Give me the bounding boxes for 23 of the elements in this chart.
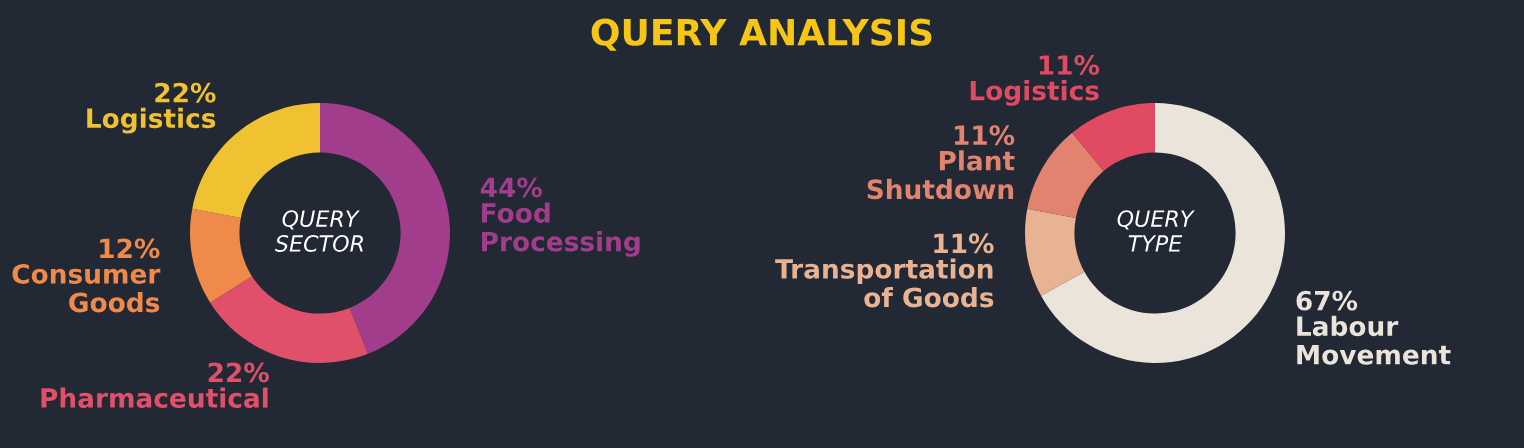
data-label: 44% bbox=[480, 177, 542, 198]
slice-label: Plant Shutdown bbox=[867, 150, 1015, 200]
donut-slice bbox=[1025, 208, 1085, 296]
text: QUERY ANALYSIS bbox=[591, 18, 932, 51]
donut-slice bbox=[210, 276, 368, 363]
data-label: 11% bbox=[934, 233, 994, 254]
data-label: 11% bbox=[1039, 55, 1100, 75]
slice-label: Consumer Goods bbox=[12, 263, 161, 313]
donut-slice bbox=[1027, 132, 1104, 218]
data-label: 11% bbox=[954, 125, 1015, 146]
slice-label: Logistics bbox=[87, 107, 216, 134]
slice-label: Transportation of Goods bbox=[775, 258, 994, 308]
text: QUERY SECTOR bbox=[275, 210, 363, 252]
data-label: 22% bbox=[155, 82, 216, 103]
slice-label: Labour Movement bbox=[1297, 315, 1451, 365]
donut-slice bbox=[190, 208, 252, 303]
slice-label: Food Processing bbox=[482, 202, 640, 257]
slice-label: Pharmaceutical bbox=[41, 387, 268, 408]
text: QUERY TYPE bbox=[1117, 210, 1195, 252]
slice-label: Logistics bbox=[970, 80, 1099, 106]
data-label: 67% bbox=[1296, 290, 1358, 311]
data-label: 12% bbox=[100, 238, 160, 259]
data-label: 22% bbox=[208, 362, 269, 383]
